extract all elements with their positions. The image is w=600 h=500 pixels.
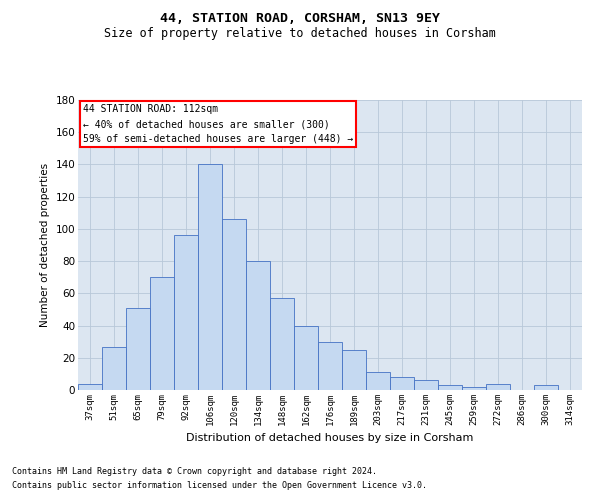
Bar [414,380,438,390]
Bar [486,384,510,390]
Bar [270,298,294,390]
Bar [366,372,390,390]
Bar [342,350,366,390]
Bar [390,377,414,390]
Bar [150,277,174,390]
Bar [174,236,198,390]
X-axis label: Distribution of detached houses by size in Corsham: Distribution of detached houses by size … [187,434,473,444]
Text: 44 STATION ROAD: 112sqm
← 40% of detached houses are smaller (300)
59% of semi-d: 44 STATION ROAD: 112sqm ← 40% of detache… [83,104,353,144]
Text: 44, STATION ROAD, CORSHAM, SN13 9EY: 44, STATION ROAD, CORSHAM, SN13 9EY [160,12,440,26]
Bar [198,164,222,390]
Text: Size of property relative to detached houses in Corsham: Size of property relative to detached ho… [104,28,496,40]
Y-axis label: Number of detached properties: Number of detached properties [40,163,50,327]
Bar [126,308,150,390]
Bar [222,219,246,390]
Bar [78,384,102,390]
Bar [102,346,126,390]
Text: Contains HM Land Registry data © Crown copyright and database right 2024.: Contains HM Land Registry data © Crown c… [12,467,377,476]
Bar [462,387,486,390]
Bar [294,326,318,390]
Bar [318,342,342,390]
Bar [438,385,462,390]
Text: Contains public sector information licensed under the Open Government Licence v3: Contains public sector information licen… [12,481,427,490]
Bar [246,261,270,390]
Bar [534,385,558,390]
